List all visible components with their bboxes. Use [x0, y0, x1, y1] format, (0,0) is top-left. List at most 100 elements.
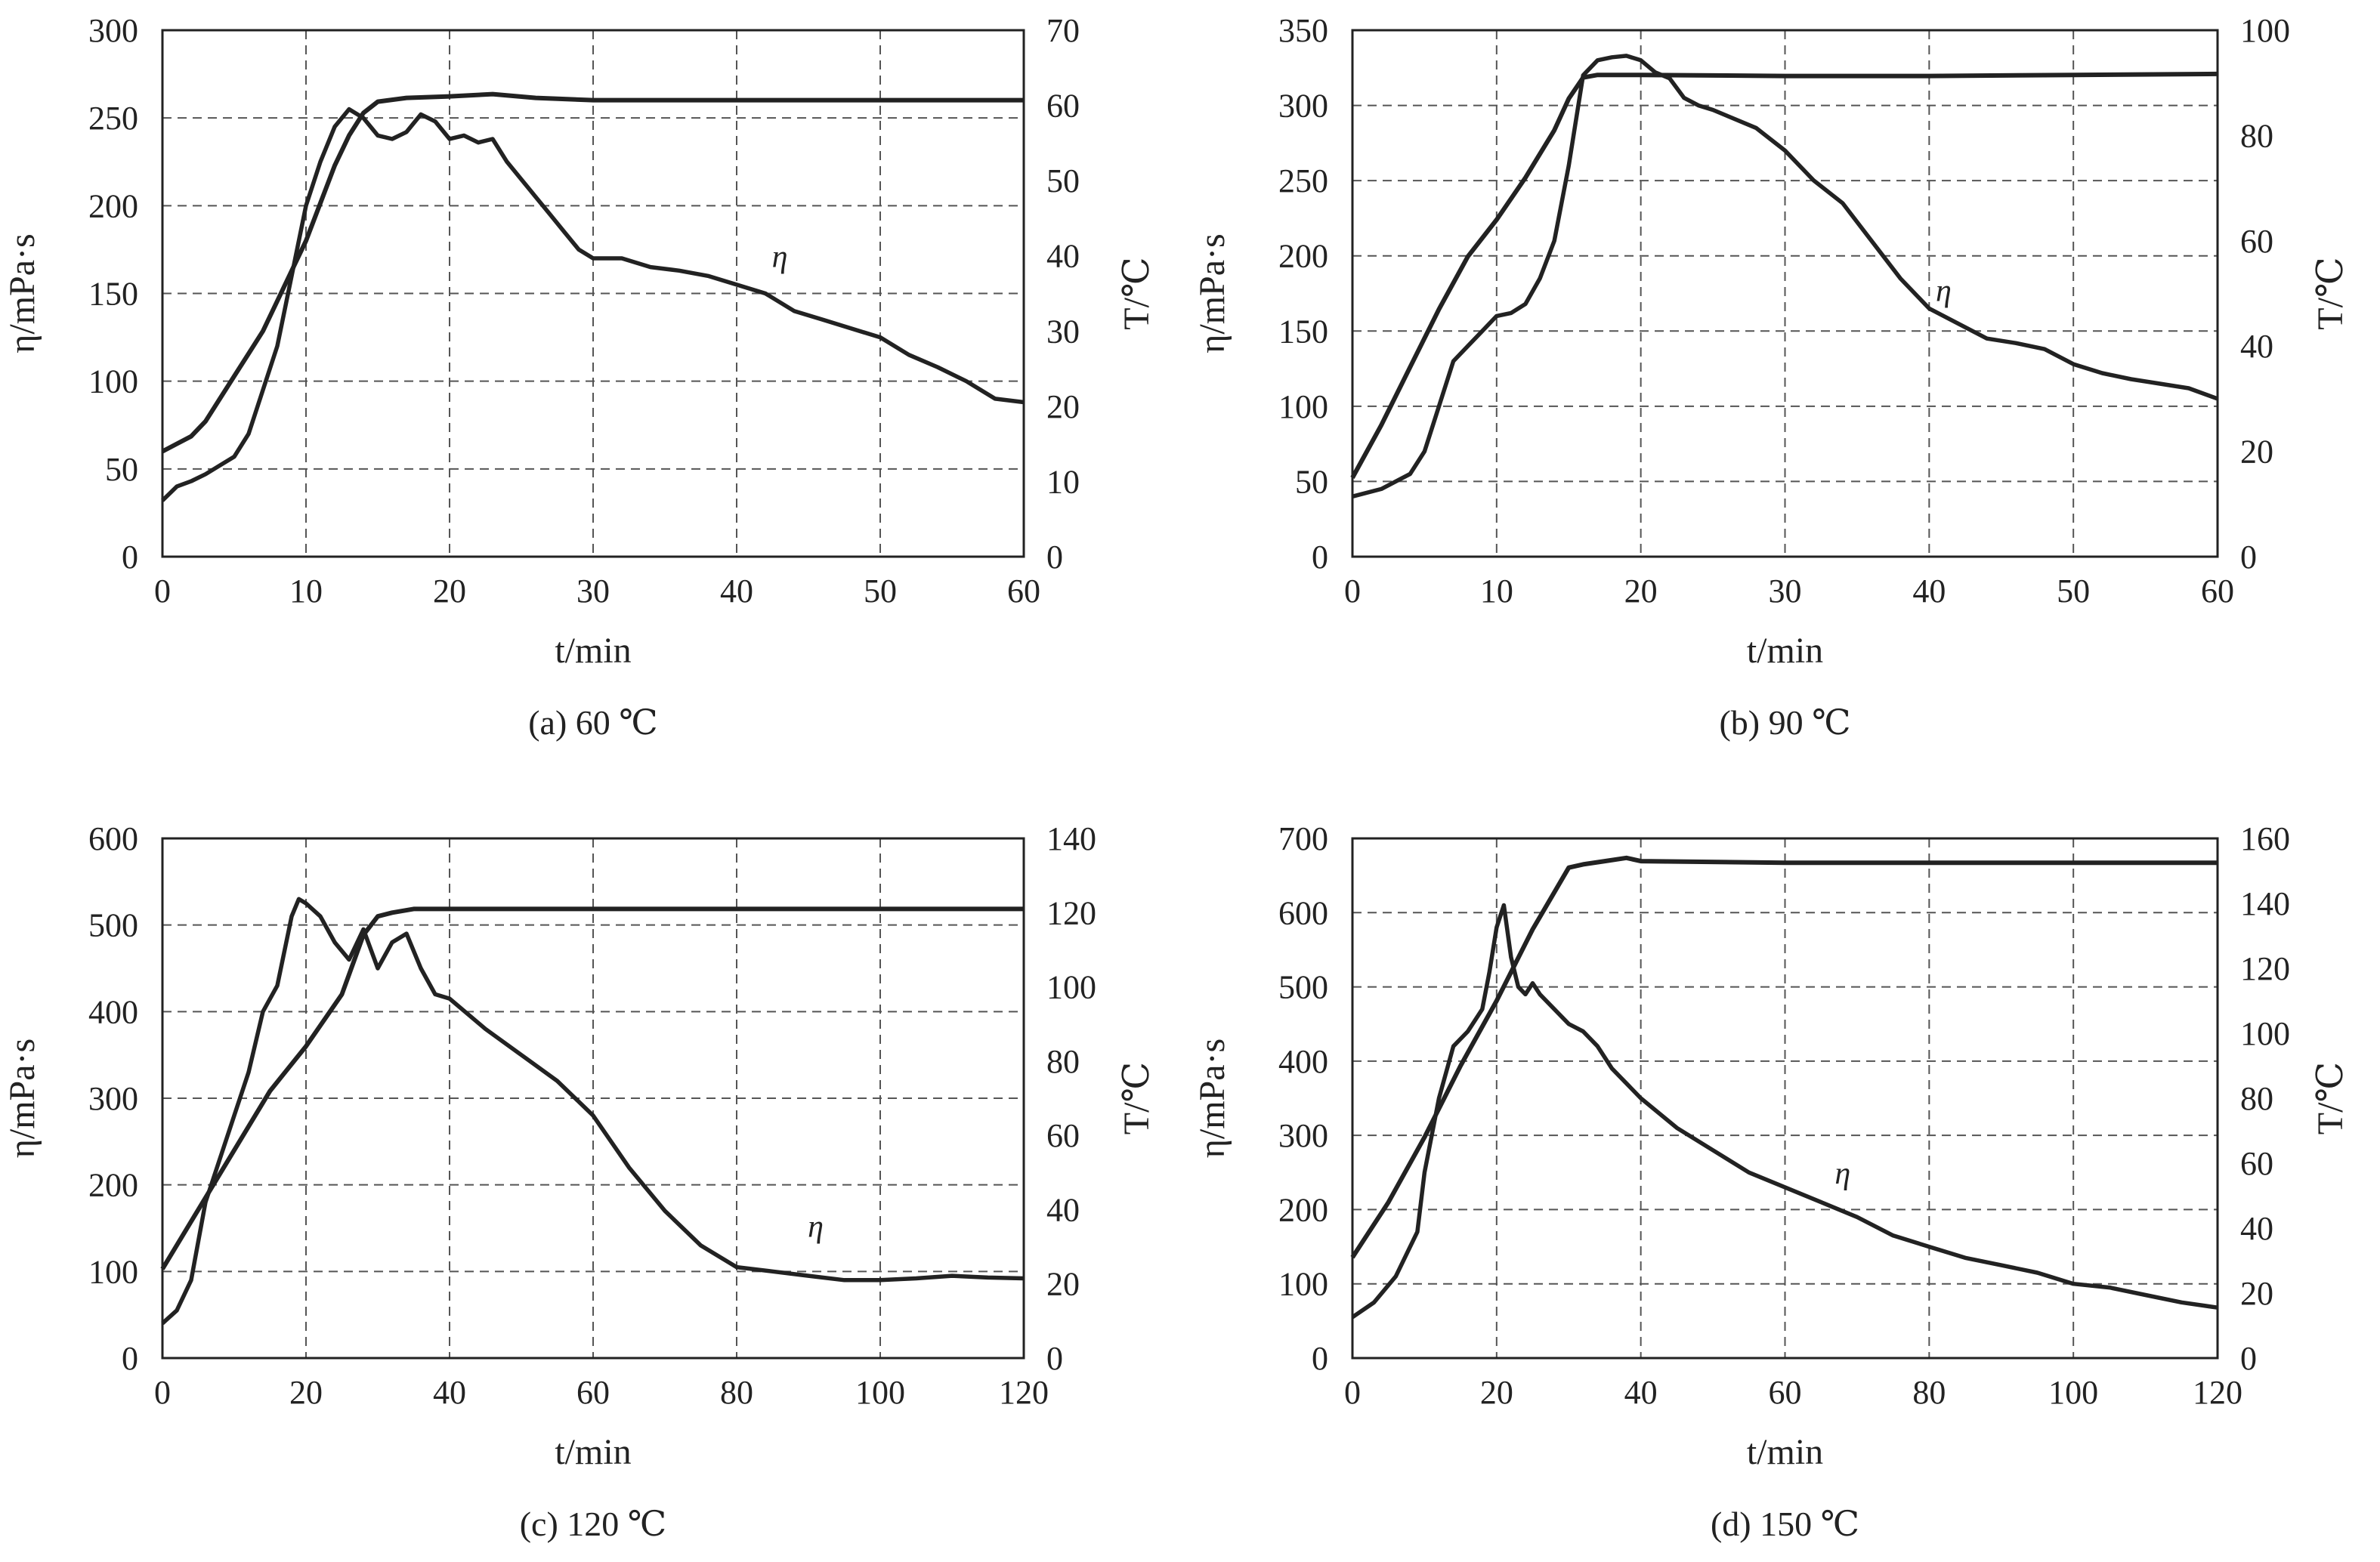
y-left-tick-label: 100 — [1278, 1266, 1328, 1303]
y-right-tick-label: 0 — [1046, 1340, 1063, 1377]
x-tick-label: 0 — [1344, 1374, 1361, 1411]
plot-frame — [1351, 837, 2219, 1360]
x-tick-label: 100 — [855, 1374, 905, 1411]
plot-frame — [161, 29, 1025, 558]
y-right-tick-label: 80 — [2240, 1080, 2273, 1117]
x-tick-label: 120 — [999, 1374, 1049, 1411]
y-left-tick-label: 300 — [1278, 88, 1328, 125]
plot-frame — [161, 837, 1025, 1360]
series-temperature-line — [1350, 855, 2218, 1259]
y-right-tick-label: 60 — [2240, 223, 2273, 260]
x-axis-title: t/min — [1747, 631, 1823, 671]
x-tick-label: 120 — [2193, 1374, 2242, 1411]
y-right-tick-label: 80 — [1046, 1043, 1080, 1080]
x-tick-label: 20 — [433, 573, 466, 610]
series-label: η — [1834, 1156, 1850, 1191]
y-right-tick-label: 100 — [2240, 1015, 2290, 1052]
y-left-axis-title: η/mPa·s — [1192, 233, 1232, 353]
x-tick-label: 0 — [1344, 573, 1361, 610]
y-right-tick-label: 0 — [1046, 539, 1063, 576]
y-right-axis-title: T/℃ — [1117, 257, 1157, 329]
series-label: η — [1936, 273, 1952, 308]
y-right-tick-label: 40 — [1046, 1191, 1080, 1228]
series-label: η — [772, 240, 788, 275]
chart-panel-0: 0 10 20 30 40 50 60050100150200250300010203040… — [2, 12, 1157, 742]
y-left-tick-label: 350 — [1278, 12, 1328, 49]
y-left-tick-label: 600 — [88, 820, 138, 857]
y-right-tick-label: 160 — [2240, 820, 2290, 857]
y-left-tick-label: 100 — [88, 363, 138, 400]
series-label: η — [808, 1209, 824, 1244]
y-right-tick-label: 50 — [1046, 162, 1080, 199]
y-right-axis-title: T/℃ — [1117, 1062, 1157, 1134]
y-left-tick-label: 100 — [1278, 388, 1328, 425]
y-left-tick-label: 300 — [88, 12, 138, 49]
y-left-axis-title: η/mPa·s — [1192, 1039, 1232, 1158]
y-right-tick-label: 140 — [1046, 820, 1096, 857]
x-tick-label: 60 — [1769, 1374, 1802, 1411]
y-right-tick-label: 40 — [2240, 1210, 2273, 1247]
x-tick-label: 40 — [720, 573, 753, 610]
x-tick-label: 30 — [1769, 573, 1802, 610]
y-left-tick-label: 250 — [88, 100, 138, 137]
y-left-tick-label: 100 — [88, 1253, 138, 1290]
chart-panel-3: 0 20 40 60 80 100 1200100200300400500600700020… — [1192, 820, 2351, 1543]
y-left-tick-label: 0 — [122, 539, 138, 576]
y-right-tick-label: 20 — [2240, 1275, 2273, 1312]
x-axis-title: t/min — [555, 1432, 631, 1472]
series-temperature-line — [160, 906, 1024, 1270]
x-tick-label: 20 — [1624, 573, 1658, 610]
panel-caption: (b) 90 ℃ — [1719, 703, 1850, 742]
chart-panel-2: 0 20 40 60 80 100 1200100200300400500600020406… — [2, 820, 1157, 1543]
y-right-tick-label: 40 — [2240, 328, 2273, 365]
series-viscosity-line — [1352, 54, 2218, 499]
x-tick-label: 20 — [1480, 1374, 1513, 1411]
y-right-tick-label: 10 — [1046, 463, 1080, 500]
y-right-tick-label: 0 — [2240, 1340, 2257, 1377]
y-left-tick-label: 50 — [1295, 463, 1328, 500]
y-left-tick-label: 0 — [1312, 1340, 1328, 1377]
y-left-tick-label: 600 — [1278, 894, 1328, 931]
x-tick-label: 80 — [1912, 1374, 1946, 1411]
x-tick-label: 60 — [576, 1374, 610, 1411]
y-left-axis-title: η/mPa·s — [2, 233, 42, 353]
y-right-tick-label: 100 — [1046, 969, 1096, 1006]
x-tick-label: 40 — [1624, 1374, 1658, 1411]
x-tick-label: 20 — [289, 1374, 323, 1411]
series-temperature-line — [1350, 71, 2218, 479]
x-tick-label: 60 — [1007, 573, 1040, 610]
series-viscosity-line — [161, 106, 1025, 502]
y-left-tick-label: 50 — [105, 451, 138, 488]
y-left-tick-label: 0 — [1312, 539, 1328, 576]
x-tick-label: 10 — [289, 573, 323, 610]
y-left-tick-label: 200 — [88, 187, 138, 224]
series-viscosity-line — [1351, 903, 2218, 1320]
x-tick-label: 80 — [720, 1374, 753, 1411]
y-left-tick-label: 400 — [1278, 1043, 1328, 1080]
panel-caption: (c) 120 ℃ — [520, 1505, 667, 1543]
y-left-tick-label: 150 — [88, 276, 138, 313]
y-left-axis-title: η/mPa·s — [2, 1039, 42, 1158]
x-tick-label: 50 — [864, 573, 897, 610]
x-tick-label: 50 — [2057, 573, 2090, 610]
y-left-tick-label: 700 — [1278, 820, 1328, 857]
x-tick-label: 40 — [433, 1374, 466, 1411]
y-left-tick-label: 300 — [1278, 1117, 1328, 1154]
y-right-tick-label: 20 — [1046, 1266, 1080, 1303]
y-right-tick-label: 20 — [1046, 388, 1080, 425]
series-temperature-line — [161, 91, 1024, 454]
panel-caption: (a) 60 ℃ — [528, 703, 658, 742]
y-left-tick-label: 150 — [1278, 313, 1328, 350]
y-right-tick-label: 80 — [2240, 117, 2273, 154]
y-right-axis-title: T/℃ — [2310, 1062, 2351, 1134]
y-right-tick-label: 40 — [1046, 238, 1080, 275]
y-left-tick-label: 200 — [88, 1167, 138, 1204]
series-viscosity-line — [161, 897, 1025, 1326]
y-right-tick-label: 30 — [1046, 313, 1080, 350]
y-right-tick-label: 100 — [2240, 12, 2290, 49]
y-right-tick-label: 60 — [1046, 1117, 1080, 1154]
x-tick-label: 60 — [2201, 573, 2234, 610]
x-tick-label: 0 — [154, 1374, 171, 1411]
y-right-tick-label: 0 — [2240, 539, 2257, 576]
